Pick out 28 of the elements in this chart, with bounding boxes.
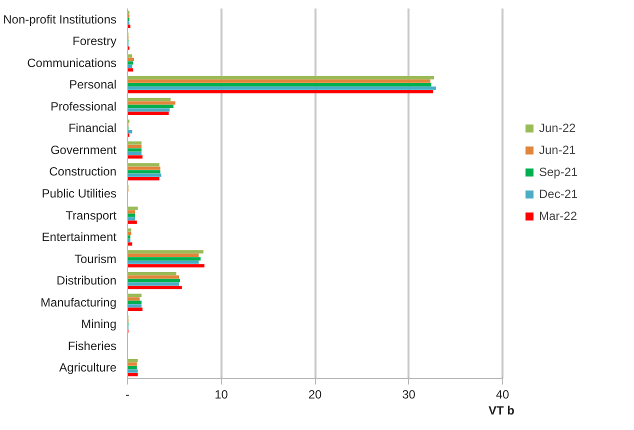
y-tick-label: Transport	[66, 208, 118, 222]
y-tick-label: Forestry	[72, 34, 117, 48]
legend-label: Jun-22	[539, 121, 576, 135]
y-tick-label: Communications	[27, 56, 117, 70]
y-tick-label: Tourism	[74, 252, 117, 266]
x-tick-label: 10	[214, 388, 228, 402]
legend-label: Dec-21	[539, 187, 578, 201]
x-axis-title: VT b	[488, 404, 514, 418]
y-tick-label: Government	[50, 142, 118, 157]
y-tick-label: Agriculture	[59, 360, 117, 375]
legend-label: Jun-21	[539, 143, 576, 157]
legend-label: Mar-22	[539, 209, 578, 223]
y-tick-label: Distribution	[56, 274, 117, 288]
x-tick-label: 30	[402, 388, 416, 402]
y-tick-label: Financial	[68, 121, 117, 136]
y-tick-label: Mining	[81, 317, 117, 332]
y-tick-label: Personal	[69, 78, 117, 92]
y-tick-label: Entertainment	[42, 230, 118, 244]
y-tick-label: Construction	[49, 164, 117, 179]
y-tick-label: Public Utilities	[42, 186, 117, 200]
y-tick-label: Fisheries	[68, 338, 117, 353]
y-tick-label: Non-profit Institutions	[3, 12, 117, 26]
x-tick-label: -	[126, 388, 130, 402]
x-tick-label: 20	[308, 388, 322, 402]
y-tick-label: Professional	[50, 99, 117, 114]
y-tick-label: Manufacturing	[40, 295, 117, 310]
x-tick-label: 40	[496, 388, 510, 402]
legend-label: Sep-21	[539, 165, 578, 179]
